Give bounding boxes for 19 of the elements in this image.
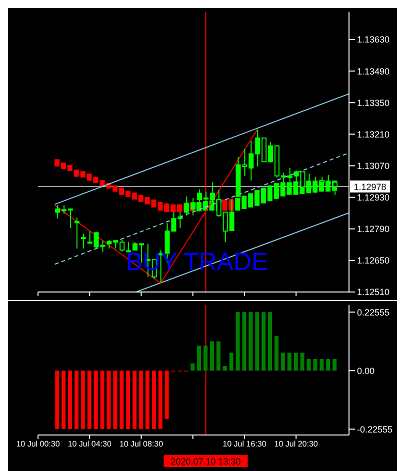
ref-line-label: 2020.07.10 13:30 <box>170 456 241 466</box>
y-tick-label: 0.00 <box>357 366 375 376</box>
y-tick-label: 0.22555 <box>357 307 390 318</box>
y-tick-label: 1.13210 <box>357 129 390 140</box>
y-tick-label: 1.12510 <box>357 287 390 298</box>
x-tick-label: 10 Jul 00:30 <box>16 440 60 449</box>
y-tick-label: 1.12790 <box>357 224 390 234</box>
y-tick-label: 1.13350 <box>357 98 390 108</box>
y-tick-label: 1.12650 <box>357 256 390 266</box>
x-tick-label: 10 Jul 08:30 <box>119 440 164 449</box>
y-tick-label: 1.12930 <box>357 192 390 203</box>
y-tick-label: -0.22555 <box>357 424 393 434</box>
x-tick-label: 10 Jul 16:30 <box>222 440 267 449</box>
y-tick-label: 1.13490 <box>357 66 390 76</box>
y-tick-label: 1.13070 <box>357 160 390 171</box>
ref-line-label: 1.12978 <box>354 182 386 192</box>
x-tick-label: 10 Jul 20:30 <box>274 440 318 449</box>
x-tick-label: 10 Jul 04:30 <box>68 440 112 449</box>
y-tick-label: 1.13630 <box>357 34 390 45</box>
